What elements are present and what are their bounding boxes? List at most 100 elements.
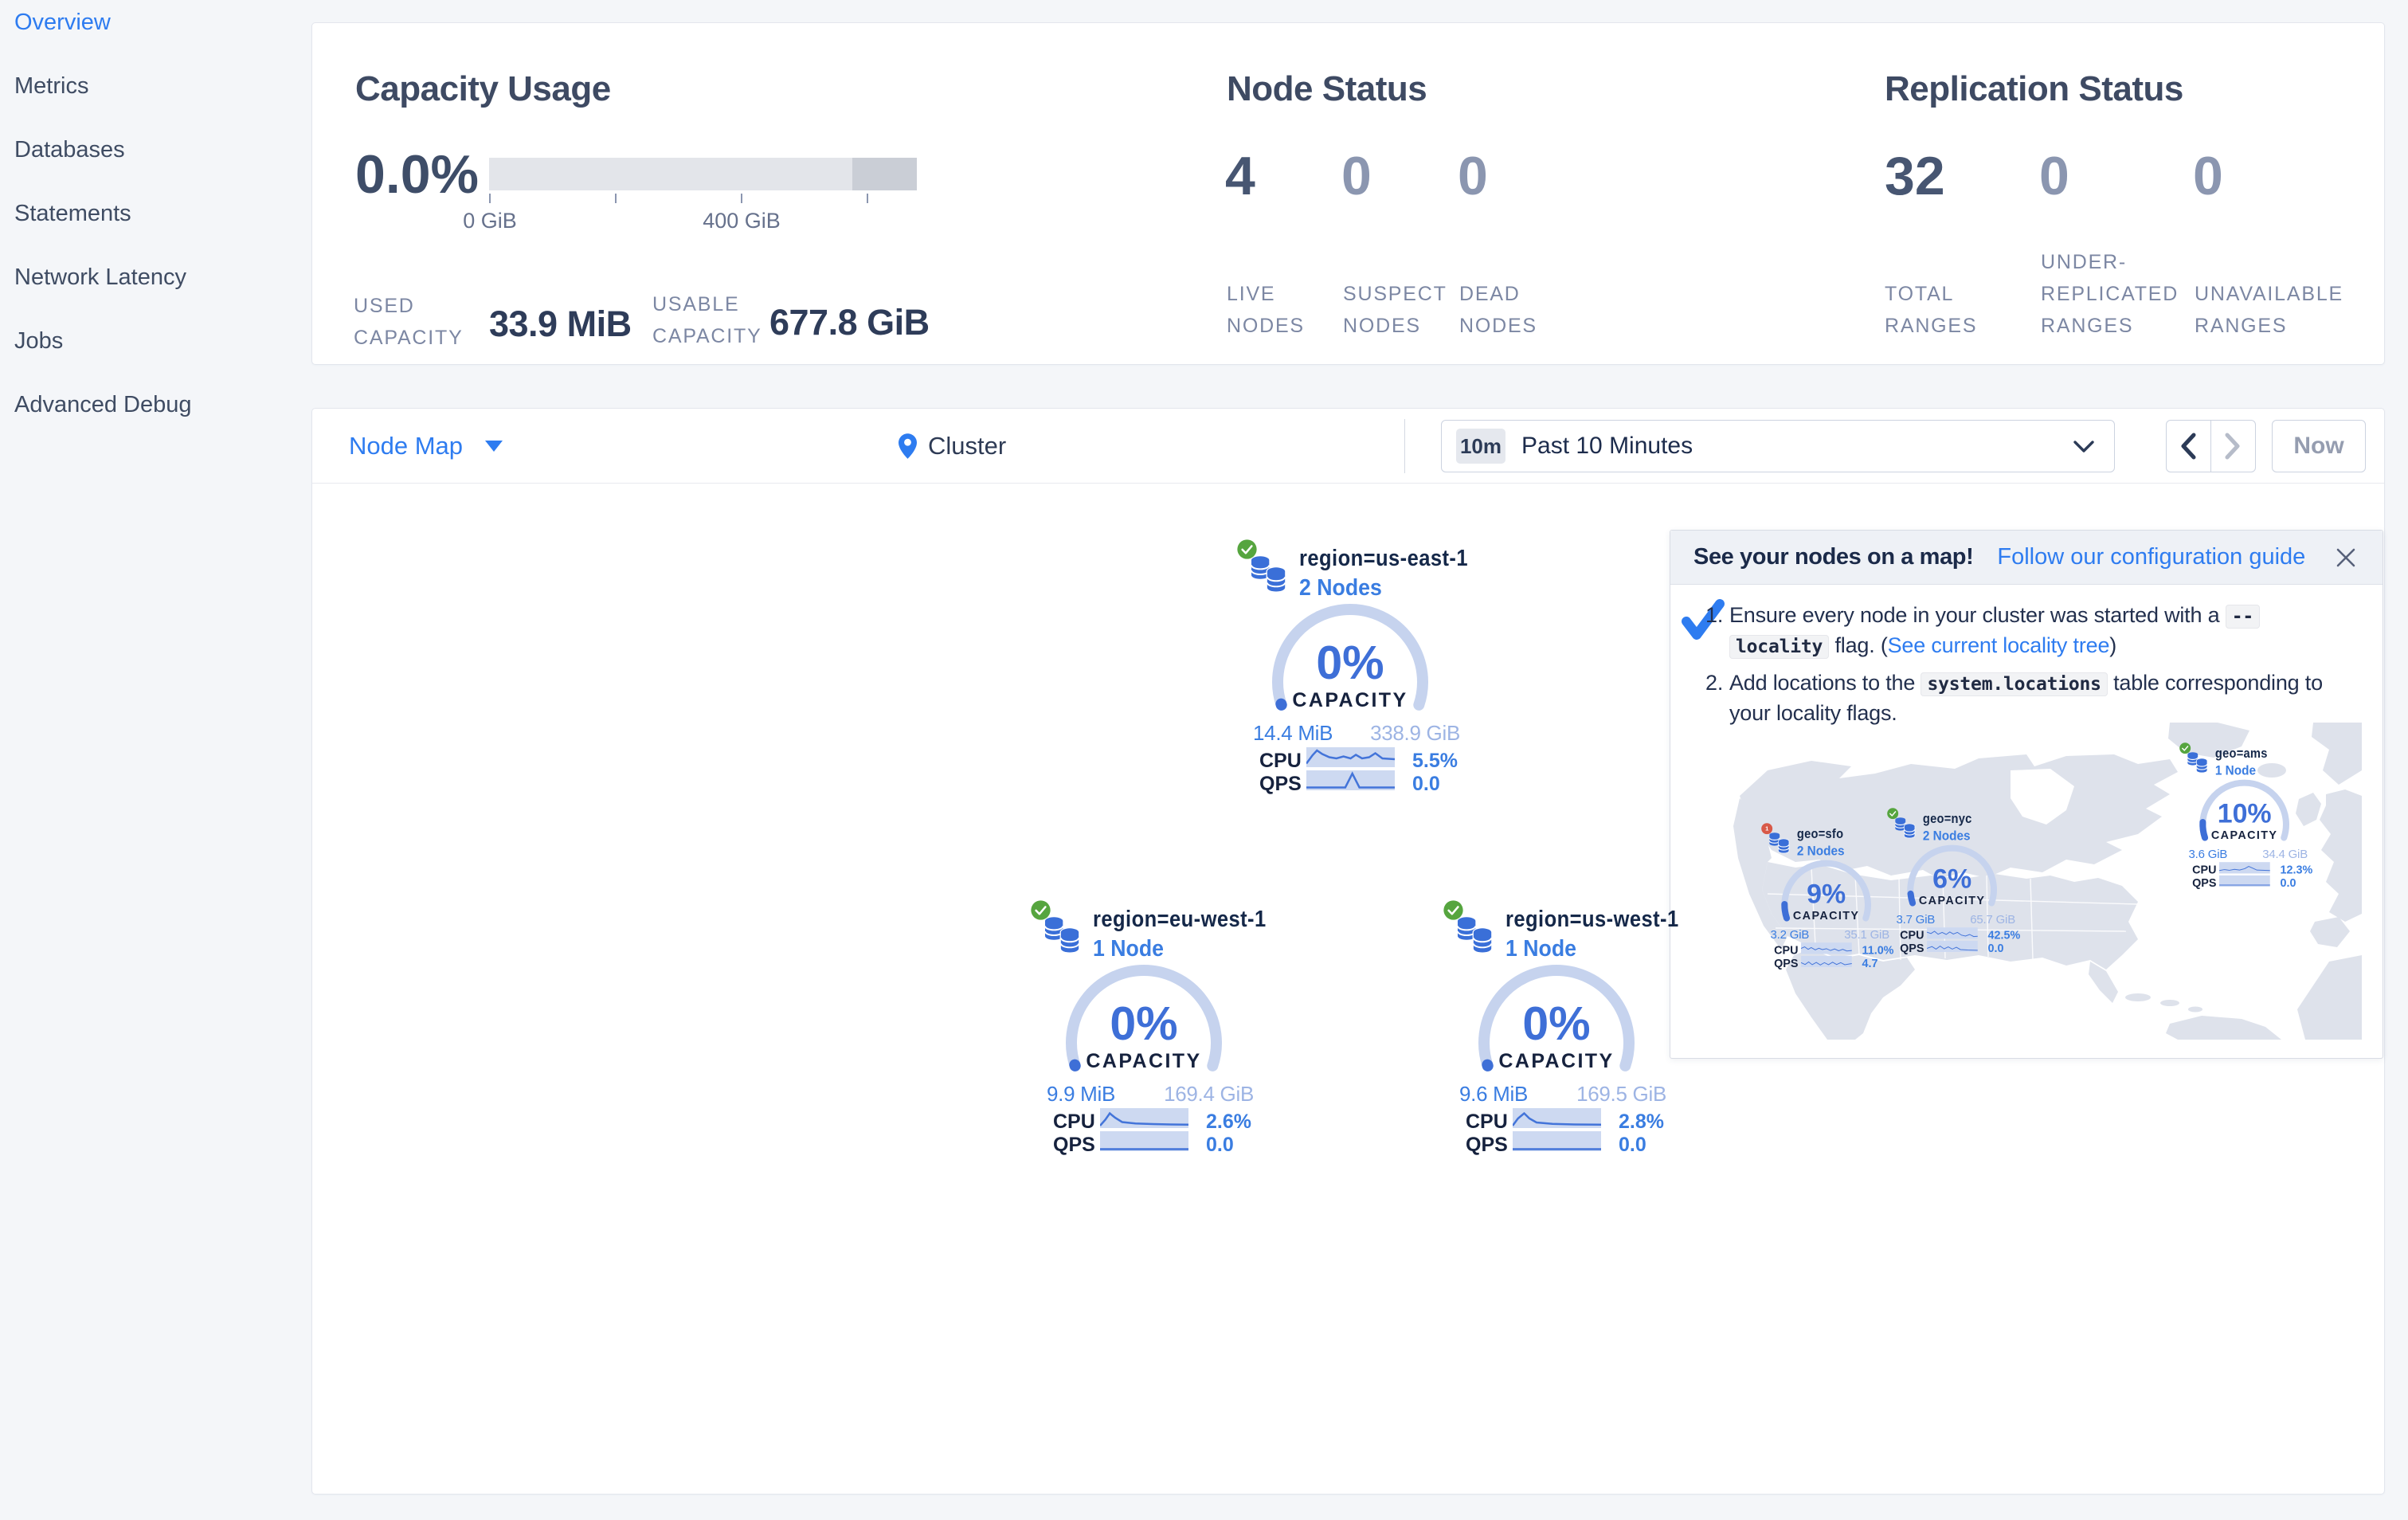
capacity-percent: 0.0%	[355, 144, 479, 205]
sidebar: Overview Metrics Databases Statements Networ…	[0, 0, 311, 1520]
capacity-values: 14.4 MiB 338.9 GiB	[1253, 721, 1460, 746]
locality-nodes-link[interactable]: 2 Nodes	[1922, 828, 1971, 844]
capacity-gauge	[2199, 779, 2289, 841]
time-window-dropdown[interactable]: 10m Past 10 Minutes	[1441, 420, 2115, 472]
locality-nodes-link[interactable]: 1 Node	[2214, 762, 2256, 778]
close-icon[interactable]	[2335, 546, 2357, 569]
nodes-on-map-popup: See your nodes on a map! Follow our conf…	[1670, 530, 2383, 1059]
sidebar-item-statements[interactable]: Statements	[14, 200, 131, 226]
popup-title: See your nodes on a map!	[1693, 544, 1974, 570]
popup-instructions: 1. Ensure every node in your cluster was…	[1705, 601, 2371, 735]
instruction-text: your locality flags.	[1729, 701, 1897, 725]
caret-down-icon	[485, 441, 503, 452]
time-back-button[interactable]	[2167, 421, 2211, 472]
qps-sparkline	[1801, 955, 1852, 968]
map-pin-icon	[899, 433, 917, 459]
breadcrumb[interactable]: Cluster	[899, 409, 1006, 484]
node-map-canvas: See your nodes on a map! Follow our conf…	[312, 484, 2384, 1495]
cpu-sparkline	[1927, 927, 1978, 939]
cpu-value: 5.5%	[1412, 750, 1458, 772]
total-ranges-value: 32	[1885, 146, 1945, 206]
dead-nodes-value: 0	[1458, 146, 1488, 206]
node-locality-widget-eu_west[interactable]: region=eu-west-1 1 Node 0% CAPACITY 9.9 …	[1031, 900, 1270, 1163]
qps-row: QPS 0.0	[1900, 940, 2019, 955]
sidebar-item-jobs[interactable]: Jobs	[14, 327, 64, 354]
under-replicated-value: 0	[2039, 146, 2069, 206]
now-button[interactable]: Now	[2272, 420, 2366, 472]
sidebar-item-overview[interactable]: Overview	[14, 9, 111, 35]
cpu-value: 2.8%	[1619, 1111, 1664, 1133]
capacity-percent: 0%	[1522, 997, 1591, 1050]
locality-nodes-link[interactable]: 2 Nodes	[1299, 575, 1382, 601]
node-locality-widget-ams[interactable]: geo=ams 1 Node 10% CAPACITY 3.6 GiB 34.4…	[2179, 742, 2317, 894]
cpu-sparkline	[1513, 1108, 1601, 1128]
qps-sparkline	[1513, 1131, 1601, 1151]
capacity-caption: CAPACITY	[2210, 829, 2278, 842]
locality-title: region=us-east-1	[1299, 546, 1468, 571]
capacity-caption: CAPACITY	[1086, 1050, 1202, 1072]
total-capacity: 169.5 GiB	[1576, 1082, 1666, 1106]
chevron-left-icon	[2181, 433, 2196, 460]
capacity-tick	[489, 194, 491, 203]
qps-label: QPS	[1900, 942, 1924, 955]
used-capacity: 9.9 MiB	[1047, 1082, 1116, 1106]
code-snippet: system.locations	[1921, 672, 2108, 696]
node-locality-widget-nyc[interactable]: geo=nyc 2 Nodes 6% CAPACITY 3.7 GiB 65.7…	[1887, 808, 2025, 959]
capacity-gauge	[1272, 604, 1428, 711]
capacity-usage-title: Capacity Usage	[355, 69, 611, 108]
qps-value: 4.7	[1862, 957, 1878, 970]
view-selector-dropdown[interactable]: Node Map	[349, 409, 503, 484]
capacity-bar	[489, 158, 917, 190]
used-capacity-label: USED CAPACITY	[354, 295, 464, 349]
database-icon	[1768, 832, 1790, 854]
cpu-label: CPU	[1900, 928, 1924, 942]
qps-sparkline	[1100, 1131, 1188, 1151]
cpu-value: 12.3%	[2280, 863, 2313, 876]
capacity-values: 9.9 MiB 169.4 GiB	[1047, 1082, 1254, 1107]
locality-nodes-link[interactable]: 1 Node	[1093, 936, 1164, 962]
sidebar-item-metrics[interactable]: Metrics	[14, 72, 89, 99]
database-icon	[1044, 917, 1080, 954]
time-window-label: Past 10 Minutes	[1521, 433, 1693, 459]
database-icon	[2187, 752, 2208, 774]
node-locality-widget-us_east[interactable]: region=us-east-1 2 Nodes 0% CAPACITY 14.…	[1237, 539, 1476, 802]
cpu-row: CPU 12.3%	[2192, 862, 2313, 876]
qps-value: 0.0	[1619, 1134, 1646, 1156]
node-locality-widget-us_west[interactable]: region=us-west-1 1 Node 0% CAPACITY 9.6 …	[1443, 900, 1682, 1163]
locality-nodes-link[interactable]: 2 Nodes	[1796, 843, 1845, 859]
configuration-guide-link[interactable]: Follow our configuration guide	[1997, 544, 2306, 570]
sidebar-item-databases[interactable]: Databases	[14, 136, 125, 163]
sidebar-item-advanced-debug[interactable]: Advanced Debug	[14, 391, 192, 417]
cpu-value: 42.5%	[1987, 928, 2021, 942]
replication-status-title: Replication Status	[1885, 69, 2183, 108]
cpu-sparkline	[2219, 862, 2270, 874]
qps-value: 0.0	[1412, 773, 1440, 795]
qps-label: QPS	[1774, 957, 1799, 970]
time-step-buttons	[2166, 420, 2256, 472]
total-capacity: 65.7 GiB	[1970, 912, 2015, 926]
locality-nodes-link[interactable]: 1 Node	[1505, 936, 1576, 962]
instruction-text: flag. (	[1829, 633, 1888, 657]
qps-row: QPS 0.0	[1053, 1131, 1260, 1156]
chevron-down-icon	[2073, 441, 2094, 452]
qps-label: QPS	[1466, 1134, 1508, 1156]
qps-value: 0.0	[1206, 1134, 1234, 1156]
capacity-percent: 9%	[1807, 879, 1846, 910]
node-locality-widget-sfo[interactable]: 1 geo=sfo 2 Nodes 9% CAPACITY 3.2 GiB 35…	[1761, 823, 1899, 974]
qps-label: QPS	[1053, 1134, 1095, 1156]
time-forward-button[interactable]	[2211, 421, 2256, 472]
locality-tree-link[interactable]: See current locality tree	[1887, 633, 2110, 657]
capacity-tick	[741, 194, 742, 203]
total-capacity: 169.4 GiB	[1164, 1082, 1254, 1106]
cpu-sparkline	[1306, 747, 1395, 767]
capacity-values: 3.2 GiB 35.1 GiB	[1771, 927, 1890, 942]
list-number: 2.	[1705, 671, 1724, 695]
instruction-text: Ensure every node in your cluster was st…	[1729, 603, 2226, 627]
capacity-percent: 0%	[1110, 997, 1178, 1050]
capacity-values: 9.6 MiB 169.5 GiB	[1459, 1082, 1666, 1107]
used-capacity: 3.2 GiB	[1770, 927, 1810, 942]
instruction-text: Add locations to the	[1729, 671, 1921, 695]
status-badge	[2179, 742, 2191, 754]
sidebar-item-network-latency[interactable]: Network Latency	[14, 264, 186, 290]
status-badge	[1443, 900, 1463, 920]
